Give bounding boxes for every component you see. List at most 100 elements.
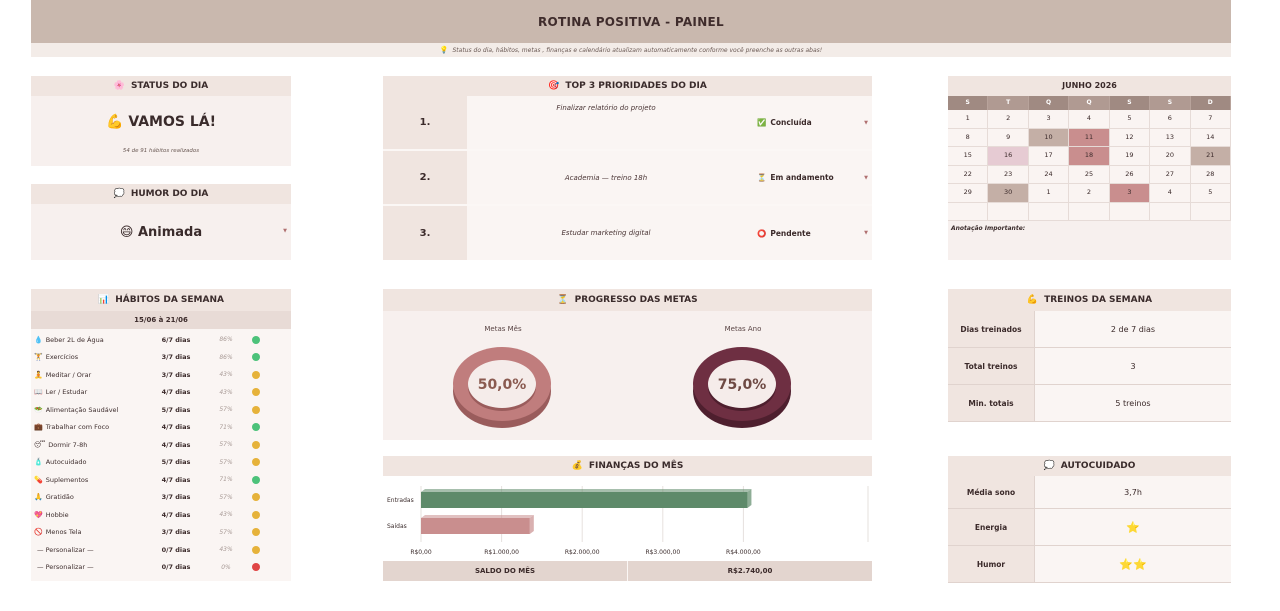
habit-name: Gratidão <box>45 493 74 502</box>
calendar-day[interactable] <box>948 202 989 221</box>
habit-percent: 57% <box>219 441 233 449</box>
finance-title: FINANÇAS DO MÊS <box>588 461 684 471</box>
calendar-day[interactable]: 5 <box>1109 110 1151 129</box>
habit-percent: 43% <box>219 511 233 519</box>
habit-row: 🥗 Alimentação Saudável 5/7 dias 57% <box>31 401 291 419</box>
habit-icon: 🧴 <box>34 458 43 467</box>
habit-icon: 💧 <box>34 335 43 344</box>
habit-status-dot-icon <box>252 405 260 414</box>
habit-status-dot-icon <box>252 335 260 344</box>
priority-task[interactable]: Estudar marketing digital <box>467 206 745 260</box>
habit-percent: 71% <box>219 476 233 484</box>
habit-name-cell: 🏋 Exercícios <box>31 353 144 361</box>
calendar-day[interactable]: 2 <box>988 110 1029 129</box>
calendar-day[interactable]: 16 <box>988 147 1029 166</box>
calendar-day[interactable]: 12 <box>1109 128 1151 147</box>
calendar-day[interactable]: 17 <box>1028 147 1070 166</box>
habit-row: 🏋 Exercícios 3/7 dias 86% <box>31 349 291 367</box>
chevron-down-icon[interactable]: ▼ <box>283 228 287 234</box>
category-label: Entradas <box>387 497 414 504</box>
priority-task[interactable]: Academia — treino 18h <box>467 151 745 204</box>
calendar-day[interactable]: 22 <box>948 165 989 184</box>
chevron-down-icon[interactable]: ▼ <box>864 230 868 236</box>
calendar-day[interactable]: 3 <box>1028 110 1070 129</box>
calendar-day[interactable]: 9 <box>988 128 1029 147</box>
chevron-down-icon[interactable]: ▼ <box>864 119 868 126</box>
tick-label: R$1.000,00 <box>484 549 519 556</box>
bar-entradas <box>421 492 748 508</box>
calendar-day[interactable] <box>988 202 1029 221</box>
tick-label: R$2.000,00 <box>565 549 600 556</box>
calendar-day[interactable]: 23 <box>988 165 1029 184</box>
priorities-header: 🎯 TOP 3 PRIORIDADES DO DIA <box>383 76 872 96</box>
calendar-day[interactable]: 26 <box>1109 165 1151 184</box>
calendar-day[interactable]: 10 <box>1028 128 1070 147</box>
selfcare-value: 3,7h <box>1035 476 1231 508</box>
habit-row: 💧 Beber 2L de Água 6/7 dias 86% <box>31 331 291 349</box>
habit-status-dot-icon <box>252 458 260 467</box>
calendar-day[interactable]: 5 <box>1190 184 1231 203</box>
habit-percent: 57% <box>219 528 233 536</box>
calendar-day[interactable]: 13 <box>1150 128 1191 147</box>
habit-icon: 🥗 <box>34 405 43 414</box>
habit-status-dot-icon <box>252 528 260 537</box>
chevron-down-icon[interactable]: ▼ <box>864 174 868 181</box>
habit-icon: 📖 <box>34 388 43 397</box>
mood-dropdown[interactable]: 😄 Animada ▼ <box>31 204 291 260</box>
calendar-day[interactable]: 20 <box>1150 147 1191 166</box>
habit-name: Beber 2L de Água <box>45 335 104 344</box>
calendar-day[interactable]: 24 <box>1028 165 1070 184</box>
calendar-day[interactable]: 28 <box>1190 165 1231 184</box>
habit-row: — Personalizar — 0/7 dias 43% <box>31 541 291 559</box>
calendar-day[interactable]: 21 <box>1190 147 1231 166</box>
priority-status-dropdown[interactable]: ✅ Concluída ▼ <box>745 96 872 149</box>
calendar-day[interactable]: 4 <box>1069 110 1110 129</box>
calendar-day[interactable]: 18 <box>1069 147 1110 166</box>
calendar-day[interactable] <box>1069 202 1110 221</box>
habit-status-dot-icon <box>252 493 260 502</box>
calendar-day[interactable]: 27 <box>1150 165 1191 184</box>
habit-percent: 57% <box>219 493 233 501</box>
balance-label: SALDO DO MÊS <box>383 561 628 581</box>
calendar-day[interactable]: 3 <box>1109 184 1151 203</box>
calendar-day[interactable]: 11 <box>1069 128 1110 147</box>
calendar-day[interactable]: 2 <box>1069 184 1110 203</box>
calendar-day[interactable] <box>1028 202 1070 221</box>
habit-icon: 🧘 <box>34 370 43 379</box>
selfcare-title: AUTOCUIDADO <box>1060 461 1136 471</box>
bar-top <box>421 515 534 518</box>
calendar-day[interactable] <box>1190 202 1231 221</box>
calendar-day[interactable]: 25 <box>1069 165 1110 184</box>
category-label: Saídas <box>387 523 407 530</box>
calendar-day[interactable]: 4 <box>1150 184 1191 203</box>
calendar-day[interactable]: 7 <box>1190 110 1231 129</box>
habit-row: 💖 Hobbie 4/7 dias 43% <box>31 506 291 524</box>
calendar-note-label[interactable]: Anotação Importante: <box>948 221 1231 252</box>
selfcare-row: Energia ⭐ <box>948 509 1231 546</box>
calendar-day[interactable]: 1 <box>1028 184 1070 203</box>
calendar-day[interactable]: 29 <box>948 184 989 203</box>
calendar-day[interactable]: 15 <box>948 147 989 166</box>
goals-donuts: 50,0% 75,0% <box>453 347 791 428</box>
habit-name-cell: 🙏 Gratidão <box>31 493 144 501</box>
calendar-day[interactable] <box>1150 202 1191 221</box>
calendar-day[interactable]: 14 <box>1190 128 1231 147</box>
habit-name: Ler / Estudar <box>45 388 88 397</box>
priority-status-dropdown[interactable]: ⏳ Em andamento ▼ <box>745 151 872 204</box>
calendar-day[interactable]: 6 <box>1150 110 1191 129</box>
priority-status-dropdown[interactable]: ⭕ Pendente ▼ <box>745 206 872 260</box>
calendar-day[interactable]: 1 <box>948 110 989 129</box>
priority-task[interactable]: Finalizar relatório do projeto <box>467 96 745 149</box>
habit-status-dot-icon <box>252 388 260 397</box>
calendar-day[interactable]: 30 <box>988 184 1029 203</box>
calendar-day[interactable]: 19 <box>1109 147 1151 166</box>
habit-name-cell: 😴 Dormir 7-8h <box>31 441 144 449</box>
goal-month-donut <box>453 347 551 428</box>
priority-number: 2. <box>383 151 467 204</box>
habit-status-dot-icon <box>252 423 260 432</box>
calendar-day[interactable]: 8 <box>948 128 989 147</box>
subtitle-text: Status do dia, hábitos, metas , finanças… <box>452 46 823 54</box>
workout-row: Total treinos 3 <box>948 348 1231 385</box>
calendar-day[interactable] <box>1109 202 1151 221</box>
